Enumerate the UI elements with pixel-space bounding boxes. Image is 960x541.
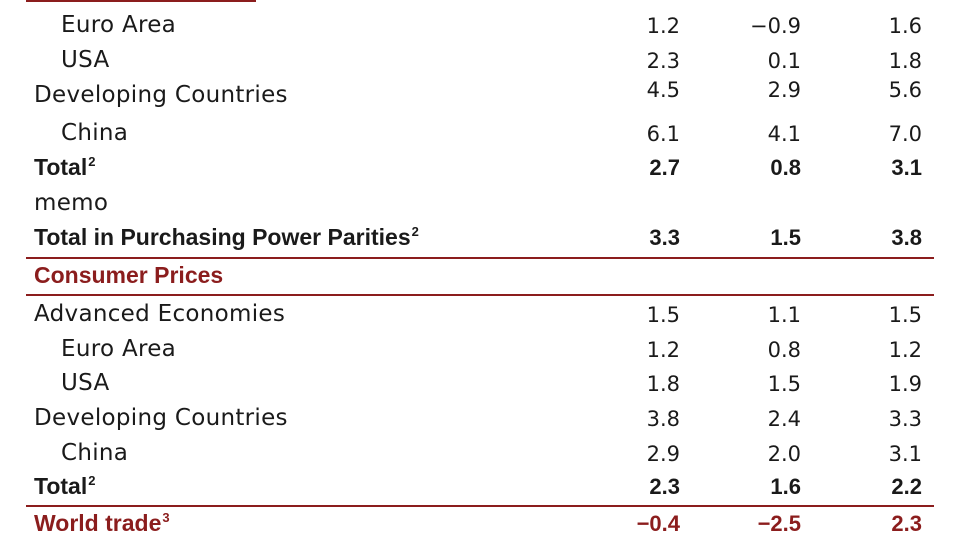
row-label: Advanced Economies — [34, 301, 286, 327]
section-rule-top — [26, 0, 256, 2]
table-row-total: Total2 2.7 0.8 3.1 — [26, 151, 934, 185]
section-rule — [26, 294, 934, 296]
value-col-3: 1.6 — [888, 14, 922, 38]
value-col-1: 4.5 — [646, 78, 680, 102]
value-col-3: 1.8 — [888, 49, 922, 73]
row-label: USA — [61, 47, 110, 73]
value-col-1: 2.3 — [646, 49, 680, 73]
row-label: Developing Countries — [34, 82, 288, 108]
value-col-1: 6.1 — [646, 122, 680, 146]
table-row: USA 2.3 0.1 1.8 — [26, 43, 934, 77]
value-col-3: 1.2 — [888, 338, 922, 362]
value-col-2: 1.5 — [770, 225, 801, 250]
table-row-memo: memo — [26, 186, 934, 220]
row-label: Euro Area — [61, 12, 177, 38]
section-header-consumer-prices: Consumer Prices — [26, 259, 934, 293]
forecast-table: Euro Area 1.2 −0.9 1.6 USA 2.3 0.1 1.8 D… — [26, 0, 934, 540]
table-row: Euro Area 1.2 0.8 1.2 — [26, 332, 934, 366]
table-row-world-trade: World trade3 −0.4 −2.5 2.3 — [26, 507, 934, 541]
value-col-3: 3.1 — [888, 442, 922, 466]
table-row: USA 1.8 1.5 1.9 — [26, 366, 934, 400]
value-col-3: 3.1 — [891, 155, 922, 180]
value-col-3: 2.2 — [891, 474, 922, 499]
row-label-text: Total — [34, 154, 88, 180]
row-label: China — [61, 120, 129, 146]
table-row: China 6.1 4.1 7.0 — [26, 116, 934, 150]
table-row: Developing Countries 3.8 2.4 3.3 — [26, 401, 934, 435]
row-label-text: World trade — [34, 510, 162, 536]
row-label: Developing Countries — [34, 405, 288, 431]
row-label-text: Total — [34, 473, 88, 499]
value-col-1: −0.4 — [636, 511, 680, 536]
value-col-2: 0.8 — [767, 338, 801, 362]
row-label: China — [61, 440, 129, 466]
value-col-3: 3.8 — [891, 225, 922, 250]
value-col-1: 1.8 — [646, 372, 680, 396]
row-label: memo — [34, 190, 109, 216]
row-label: USA — [61, 370, 110, 396]
table-row: China 2.9 2.0 3.1 — [26, 436, 934, 470]
section-title: Consumer Prices — [34, 262, 224, 288]
value-col-1: 2.7 — [649, 155, 680, 180]
value-col-3: 5.6 — [888, 78, 922, 102]
table-row: Developing Countries 4.5 2.9 5.6 — [26, 78, 934, 112]
value-col-3: 2.3 — [891, 511, 922, 536]
row-label: Total2 — [34, 473, 95, 500]
value-col-3: 1.5 — [888, 303, 922, 327]
value-col-3: 1.9 — [888, 372, 922, 396]
value-col-1: 3.3 — [649, 225, 680, 250]
value-col-1: 1.2 — [646, 14, 680, 38]
value-col-2: 2.0 — [767, 442, 801, 466]
table-row-total-ppp: Total in Purchasing Power Parities2 3.3 … — [26, 221, 934, 255]
row-label: Total in Purchasing Power Parities2 — [34, 224, 419, 251]
value-col-1: 2.3 — [649, 474, 680, 499]
value-col-2: 2.4 — [767, 407, 801, 431]
value-col-2: 1.1 — [767, 303, 801, 327]
value-col-2: −0.9 — [750, 14, 801, 38]
section-rule — [26, 505, 934, 507]
value-col-1: 3.8 — [646, 407, 680, 431]
table-row-total: Total2 2.3 1.6 2.2 — [26, 470, 934, 504]
value-col-2: 1.6 — [770, 474, 801, 499]
value-col-2: 0.1 — [767, 49, 801, 73]
table-row: Euro Area 1.2 −0.9 1.6 — [26, 8, 934, 42]
value-col-3: 7.0 — [888, 122, 922, 146]
row-label: Total2 — [34, 154, 95, 181]
value-col-1: 1.2 — [646, 338, 680, 362]
table-row: Advanced Economies 1.5 1.1 1.5 — [26, 297, 934, 331]
value-col-3: 3.3 — [888, 407, 922, 431]
footnote-marker: 3 — [162, 510, 170, 525]
value-col-2: 0.8 — [770, 155, 801, 180]
footnote-marker: 2 — [88, 473, 96, 488]
value-col-2: 2.9 — [767, 78, 801, 102]
footnote-marker: 2 — [88, 154, 96, 169]
row-label-text: Total in Purchasing Power Parities — [34, 224, 411, 250]
value-col-2: 4.1 — [767, 122, 801, 146]
value-col-2: −2.5 — [757, 511, 801, 536]
row-label: Euro Area — [61, 336, 177, 362]
value-col-1: 2.9 — [646, 442, 680, 466]
value-col-2: 1.5 — [767, 372, 801, 396]
row-label: World trade3 — [34, 510, 170, 537]
footnote-marker: 2 — [411, 224, 419, 239]
section-rule — [26, 257, 934, 259]
value-col-1: 1.5 — [646, 303, 680, 327]
